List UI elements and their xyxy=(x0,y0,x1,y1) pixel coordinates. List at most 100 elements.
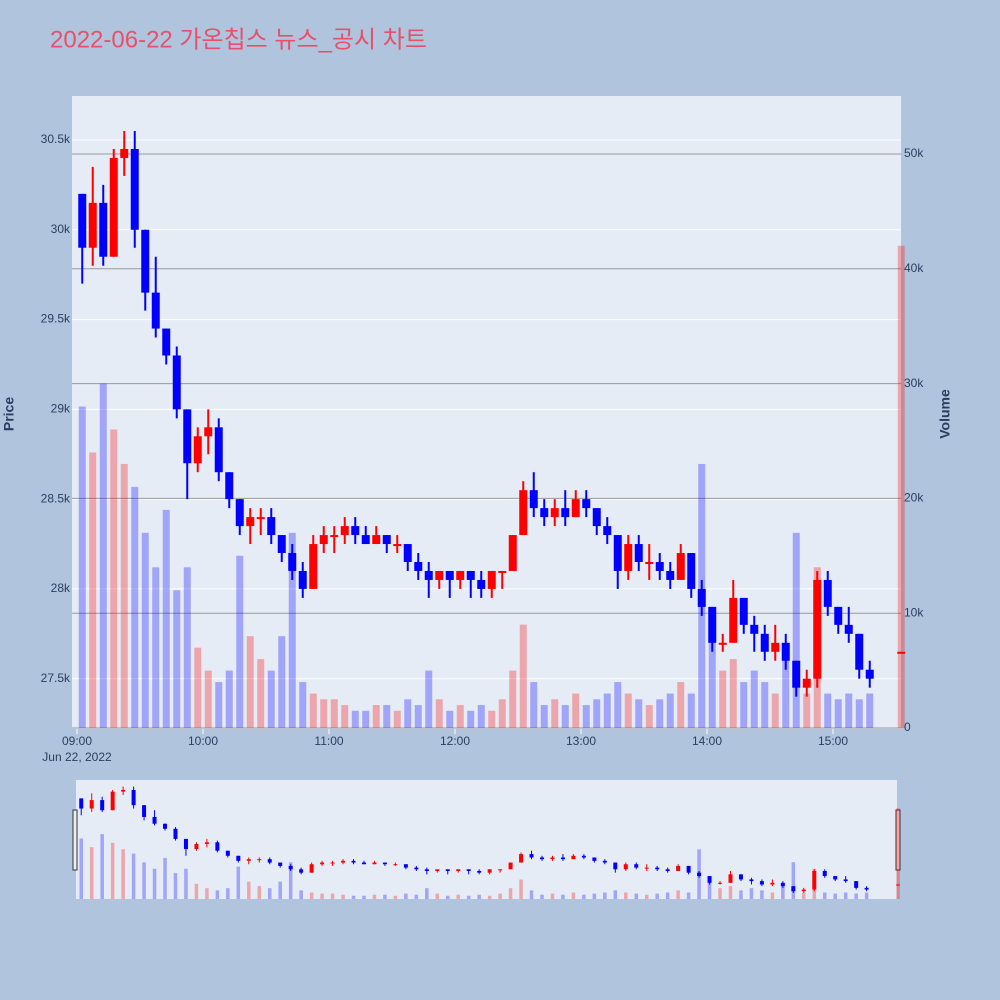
volume-bar xyxy=(404,699,412,728)
slider-volume-bar xyxy=(477,894,481,899)
candle-body xyxy=(414,561,423,571)
slider-candle-body xyxy=(246,859,251,861)
slider-volume-bar xyxy=(896,808,900,899)
candle-body xyxy=(708,606,717,643)
candle-body xyxy=(204,427,213,437)
slider-volume-bar xyxy=(341,894,345,899)
slider-candle-body xyxy=(738,874,743,880)
volume-bar xyxy=(866,693,874,728)
candle-body xyxy=(613,535,622,571)
y2-axis-title: Volume xyxy=(937,389,953,439)
volume-bar xyxy=(278,636,286,728)
slider-candle-body xyxy=(142,805,147,817)
volume-bar xyxy=(414,705,422,728)
candle-body xyxy=(298,570,307,589)
volume-bar xyxy=(803,693,811,728)
slider-candle-body xyxy=(382,862,387,865)
candle-body xyxy=(498,570,507,573)
slider-volume-bar xyxy=(822,892,827,899)
slider-candle-body xyxy=(477,870,482,873)
candle-body xyxy=(666,570,675,580)
slider-volume-bar xyxy=(131,853,136,899)
slider-volume-bar xyxy=(571,892,576,899)
slider-candle-body xyxy=(288,865,293,870)
candle-body xyxy=(792,660,801,688)
volume-bar xyxy=(635,699,643,728)
volume-bar xyxy=(446,710,454,728)
slider-candle-body xyxy=(529,854,534,858)
volume-bar xyxy=(477,705,485,728)
candle-body xyxy=(823,579,832,607)
candle-body xyxy=(372,535,381,545)
slider-volume-bar xyxy=(718,888,722,899)
candle-body xyxy=(844,624,853,634)
slider-volume-bar xyxy=(404,893,408,899)
slider-candle-body xyxy=(393,864,398,866)
slider-candle-body xyxy=(121,789,126,792)
slider-volume-bar xyxy=(372,894,377,899)
candle-body xyxy=(865,669,874,679)
x-tick-label: 10:00 xyxy=(188,734,218,748)
slider-candle-body xyxy=(361,862,366,865)
slider-volume-bar xyxy=(299,890,303,899)
slider-volume-bar xyxy=(184,868,188,899)
slider-volume-bar xyxy=(707,881,712,899)
candle-body xyxy=(655,561,664,571)
candle-body xyxy=(256,517,265,520)
candle-body xyxy=(141,229,150,293)
candle-body xyxy=(288,553,297,571)
slider-volume-bar xyxy=(100,834,104,899)
candle-body xyxy=(540,508,549,518)
slider-candle-body xyxy=(770,882,775,885)
slider-candle-body xyxy=(320,862,325,865)
x-tick-label: 13:00 xyxy=(566,734,596,748)
slider-volume-bar xyxy=(592,893,597,899)
volume-bar xyxy=(498,699,506,728)
slider-volume-bar xyxy=(540,894,544,899)
slider-handle[interactable] xyxy=(895,809,901,871)
slider-volume-bar xyxy=(79,838,83,899)
slider-volume-bar xyxy=(194,883,199,899)
volume-bar xyxy=(855,699,863,728)
candle-body xyxy=(571,499,580,518)
y2-tick-label: 50k xyxy=(904,146,924,160)
slider-volume-bar xyxy=(739,890,743,899)
volume-bar xyxy=(467,710,475,728)
volume-bar xyxy=(320,699,328,728)
slider-volume-bar xyxy=(613,890,618,899)
slider-handle[interactable] xyxy=(72,809,78,871)
volume-bar xyxy=(603,693,611,728)
volume-bar xyxy=(215,682,223,728)
slider-candle-body xyxy=(592,857,597,861)
slider-volume-bar xyxy=(529,890,534,899)
candle-body xyxy=(78,193,87,248)
slider-volume-bar xyxy=(624,892,628,899)
slider-candle-body xyxy=(833,876,838,880)
slider-volume-bar xyxy=(508,888,513,899)
y-tick-label: 30k xyxy=(51,222,71,236)
candle-body xyxy=(130,148,139,230)
slider-volume-bar xyxy=(749,888,754,899)
range-slider[interactable] xyxy=(76,780,897,899)
slider-candle-body xyxy=(110,791,115,811)
slider-volume-bar xyxy=(393,895,398,899)
slider-volume-bar xyxy=(561,894,565,899)
slider-volume-bar xyxy=(351,895,356,899)
candle-body xyxy=(592,508,601,527)
volume-bar xyxy=(131,486,139,728)
slider-volume-bar xyxy=(121,849,125,899)
volume-bar xyxy=(162,509,170,728)
candle-body xyxy=(771,642,780,652)
slider-volume-bar xyxy=(456,894,460,899)
candle-body xyxy=(739,597,748,625)
slider-volume-bar xyxy=(320,893,324,899)
candle-body xyxy=(340,526,349,536)
y2-tick-label: 20k xyxy=(904,491,924,505)
slider-candle-body xyxy=(864,887,869,890)
volume-bar xyxy=(257,659,265,728)
candle-body xyxy=(760,633,769,652)
slider-volume-bar xyxy=(173,873,178,899)
volume-bar xyxy=(309,693,317,728)
candle-body xyxy=(435,570,444,580)
